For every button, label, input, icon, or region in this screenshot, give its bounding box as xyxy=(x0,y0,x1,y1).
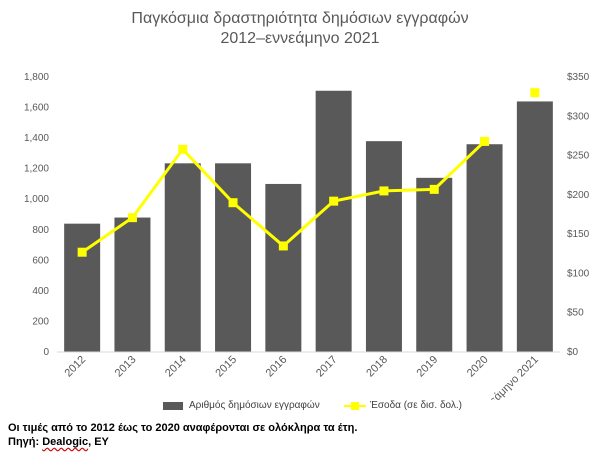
y-left-tick-label: 0 xyxy=(43,347,49,358)
legend-item-bars: Αριθμός δημόσιων εγγραφών xyxy=(163,400,320,411)
footnote-note: Οι τιμές από το 2012 έως το 2020 αναφέρο… xyxy=(8,422,358,434)
line-marker xyxy=(530,88,540,98)
line-segment xyxy=(383,187,435,193)
line-segment xyxy=(181,148,235,204)
bar xyxy=(516,101,553,352)
line-marker xyxy=(178,144,188,154)
footnote-source-name: Dealogic xyxy=(42,436,89,448)
x-tick-label: 2019 xyxy=(415,354,441,380)
y-right-tick-label: $50 xyxy=(567,308,584,319)
y-right-tick-label: $300 xyxy=(567,111,590,122)
legend-swatch-line xyxy=(344,401,366,410)
x-tick-label: 2012 xyxy=(62,354,88,380)
footnote-source-suffix: , EY xyxy=(88,436,109,448)
bar xyxy=(416,177,453,352)
y-right-tick-label: $250 xyxy=(567,151,590,162)
bar xyxy=(265,183,302,352)
legend-label-bars: Αριθμός δημόσιων εγγραφών xyxy=(189,400,320,411)
y-right-tick-label: $100 xyxy=(567,268,590,279)
line-segment xyxy=(433,140,486,191)
line-marker xyxy=(77,247,87,257)
bar xyxy=(365,141,402,352)
line-segment xyxy=(232,201,285,248)
y-left-tick-label: 1,400 xyxy=(24,133,49,144)
line-marker xyxy=(278,241,288,251)
y-right-tick-label: $0 xyxy=(567,347,579,358)
legend-label-line: Έσοδα (σε δισ. δολ.) xyxy=(370,400,463,411)
line-segment xyxy=(282,200,335,248)
y-left-tick-label: 1,600 xyxy=(24,103,49,114)
y-left-tick-label: 600 xyxy=(32,255,49,266)
footnote-source: Πηγή: Dealogic, EY xyxy=(8,436,109,448)
line-segment xyxy=(333,189,385,203)
line-segment xyxy=(131,148,184,219)
y-left-tick-label: 1,800 xyxy=(24,72,49,83)
x-tick-label: 2014 xyxy=(163,354,189,380)
line-segment xyxy=(81,216,134,254)
y-right-tick-label: $350 xyxy=(567,72,590,83)
x-tick-label: 2020 xyxy=(465,354,491,380)
line-marker xyxy=(329,196,339,206)
footnote-source-prefix: Πηγή: xyxy=(8,436,43,448)
bar xyxy=(164,163,201,352)
line-marker xyxy=(480,136,490,146)
x-tick-label: 2018 xyxy=(364,354,390,380)
bar xyxy=(315,90,352,352)
line-marker xyxy=(379,186,389,196)
legend-swatch-bars xyxy=(163,401,183,410)
line-marker xyxy=(127,213,137,223)
y-left-tick-label: 400 xyxy=(32,286,49,297)
bar xyxy=(114,217,151,352)
y-left-tick-label: 200 xyxy=(32,316,49,327)
bar xyxy=(466,144,503,352)
y-right-tick-label: $200 xyxy=(567,190,590,201)
y-right-tick-label: $150 xyxy=(567,229,590,240)
y-left-tick-label: 1,200 xyxy=(24,164,49,175)
x-tick-label: 2013 xyxy=(113,354,139,380)
chart-title: Παγκόσμια δραστηριότητα δημόσιων εγγραφώ… xyxy=(131,10,469,27)
chart-area: 0 200 400 600 800 1,000 1,200 1,400 1,600 1,800 $0… xyxy=(24,72,590,400)
y-left-tick-label: 1,000 xyxy=(24,194,49,205)
x-tick-label: 2017 xyxy=(314,354,340,380)
y-left-tick-label: 800 xyxy=(32,225,49,236)
legend-item-line: Έσοδα (σε δισ. δολ.) xyxy=(344,400,462,411)
x-tick-label: 2015 xyxy=(213,354,239,380)
chart-subtitle: 2012–εννεάμηνο 2021 xyxy=(220,30,380,47)
bar xyxy=(215,163,252,352)
line-marker xyxy=(429,184,439,194)
x-tick-label: 2016 xyxy=(264,354,290,380)
line-marker xyxy=(228,198,238,208)
